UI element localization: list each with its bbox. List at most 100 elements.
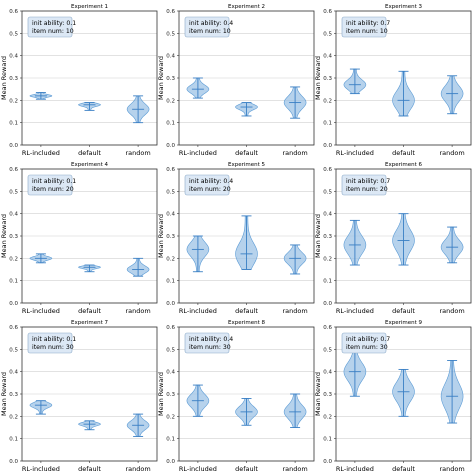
subplot-title: Experiment 5 bbox=[228, 162, 266, 168]
y-tick-label: 0.2 bbox=[323, 414, 332, 420]
subplot-title: Experiment 4 bbox=[71, 162, 109, 168]
annotation-text: init ability: 0.1 bbox=[32, 20, 76, 27]
x-tick-label: default bbox=[235, 149, 258, 157]
x-tick-label: default bbox=[392, 465, 415, 473]
x-tick-label: default bbox=[78, 465, 101, 473]
subplot-title: Experiment 1 bbox=[71, 4, 108, 10]
y-tick-label: 0.0 bbox=[166, 143, 175, 149]
y-tick-label: 0.4 bbox=[9, 212, 18, 218]
y-axis-label: Mean Reward bbox=[314, 56, 322, 100]
subplot-8: Experiment 8 0.0 0.1 0.2 0.3 0.4 0.5 0.6 Mean Re… bbox=[157, 320, 315, 473]
x-tick-label: RL-included bbox=[22, 149, 60, 157]
annotation-box bbox=[184, 174, 230, 196]
y-tick-label: 0.3 bbox=[9, 234, 18, 240]
y-tick-label: 0.3 bbox=[166, 234, 175, 240]
y-tick-label: 0.5 bbox=[9, 189, 18, 195]
annotation-text: item num: 30 bbox=[32, 344, 74, 351]
y-axis-label: Mean Reward bbox=[0, 56, 8, 100]
x-tick-label: random bbox=[439, 465, 464, 473]
annotation-text: init ability: 0.7 bbox=[346, 20, 390, 27]
x-tick-label: default bbox=[78, 307, 101, 315]
y-tick-label: 0.2 bbox=[166, 98, 175, 104]
y-tick-label: 0.1 bbox=[323, 437, 332, 443]
y-tick-label: 0.6 bbox=[9, 167, 18, 173]
annotation-text: item num: 20 bbox=[32, 186, 74, 193]
y-tick-label: 0.1 bbox=[323, 121, 332, 127]
annotation-text: item num: 10 bbox=[32, 28, 74, 35]
y-axis-label: Mean Reward bbox=[314, 214, 322, 258]
y-tick-label: 0.6 bbox=[9, 325, 18, 331]
y-axis-label: Mean Reward bbox=[314, 372, 322, 416]
subplot-4: Experiment 4 0.0 0.1 0.2 0.3 0.4 0.5 0.6 Mean Re… bbox=[0, 162, 158, 315]
y-tick-label: 0.1 bbox=[9, 121, 18, 127]
y-tick-label: 0.0 bbox=[323, 143, 332, 149]
subplot-1: Experiment 1 0.0 0.1 0.2 0.3 0.4 0.5 0.6 Mean Re… bbox=[0, 4, 158, 157]
x-tick-label: RL-included bbox=[22, 307, 60, 315]
annotation-text: init ability: 0.7 bbox=[346, 336, 390, 343]
annotation-text: init ability: 0.1 bbox=[32, 336, 76, 343]
y-tick-label: 0.4 bbox=[9, 54, 18, 60]
y-tick-label: 0.6 bbox=[166, 9, 175, 15]
y-tick-label: 0.5 bbox=[9, 347, 18, 353]
x-tick-label: random bbox=[282, 307, 307, 315]
y-tick-label: 0.1 bbox=[166, 121, 175, 127]
x-tick-label: default bbox=[235, 307, 258, 315]
y-tick-label: 0.1 bbox=[9, 279, 18, 285]
y-tick-label: 0.5 bbox=[323, 31, 332, 37]
annotation-box bbox=[341, 332, 387, 354]
subplot-title: Experiment 2 bbox=[228, 4, 265, 10]
y-tick-label: 0.6 bbox=[166, 325, 175, 331]
subplot-6: Experiment 6 0.0 0.1 0.2 0.3 0.4 0.5 0.6 Mean Re… bbox=[314, 162, 472, 315]
x-tick-label: random bbox=[125, 465, 150, 473]
y-tick-label: 0.4 bbox=[166, 212, 175, 218]
subplot-2: Experiment 2 0.0 0.1 0.2 0.3 0.4 0.5 0.6 Mean Re… bbox=[157, 4, 315, 157]
annotation-text: init ability: 0.1 bbox=[32, 178, 76, 185]
y-tick-label: 0.0 bbox=[323, 301, 332, 307]
y-axis-label: Mean Reward bbox=[0, 372, 8, 416]
y-tick-label: 0.1 bbox=[166, 279, 175, 285]
subplot-title: Experiment 3 bbox=[385, 4, 423, 10]
y-tick-label: 0.0 bbox=[166, 301, 175, 307]
x-tick-label: RL-included bbox=[336, 465, 374, 473]
y-tick-label: 0.5 bbox=[166, 31, 175, 37]
subplot-title: Experiment 6 bbox=[385, 162, 423, 168]
y-tick-label: 0.2 bbox=[166, 414, 175, 420]
y-tick-label: 0.1 bbox=[166, 437, 175, 443]
y-tick-label: 0.2 bbox=[9, 414, 18, 420]
y-axis-label: Mean Reward bbox=[157, 372, 165, 416]
annotation-text: init ability: 0.4 bbox=[189, 178, 233, 185]
x-tick-label: RL-included bbox=[336, 307, 374, 315]
x-tick-label: default bbox=[78, 149, 101, 157]
y-tick-label: 0.4 bbox=[323, 370, 332, 376]
y-tick-label: 0.2 bbox=[166, 256, 175, 262]
annotation-box bbox=[27, 332, 73, 354]
annotation-box bbox=[341, 174, 387, 196]
annotation-text: item num: 30 bbox=[189, 344, 231, 351]
subplot-title: Experiment 8 bbox=[228, 320, 266, 326]
y-axis-label: Mean Reward bbox=[157, 214, 165, 258]
y-tick-label: 0.3 bbox=[9, 392, 18, 398]
y-tick-label: 0.6 bbox=[323, 167, 332, 173]
y-tick-label: 0.6 bbox=[166, 167, 175, 173]
x-tick-label: RL-included bbox=[179, 307, 217, 315]
y-tick-label: 0.2 bbox=[323, 256, 332, 262]
annotation-box bbox=[27, 174, 73, 196]
y-tick-label: 0.4 bbox=[323, 212, 332, 218]
annotation-text: item num: 30 bbox=[346, 344, 388, 351]
y-tick-label: 0.3 bbox=[323, 76, 332, 82]
y-tick-label: 0.3 bbox=[9, 76, 18, 82]
y-tick-label: 0.5 bbox=[166, 347, 175, 353]
y-tick-label: 0.3 bbox=[323, 234, 332, 240]
y-tick-label: 0.1 bbox=[323, 279, 332, 285]
y-tick-label: 0.3 bbox=[166, 76, 175, 82]
x-tick-label: default bbox=[235, 465, 258, 473]
y-tick-label: 0.2 bbox=[9, 256, 18, 262]
y-tick-label: 0.0 bbox=[9, 459, 18, 465]
annotation-box bbox=[184, 16, 230, 38]
x-tick-label: random bbox=[439, 149, 464, 157]
x-tick-label: RL-included bbox=[22, 465, 60, 473]
y-tick-label: 0.5 bbox=[166, 189, 175, 195]
y-tick-label: 0.1 bbox=[9, 437, 18, 443]
x-tick-label: random bbox=[439, 307, 464, 315]
subplot-5: Experiment 5 0.0 0.1 0.2 0.3 0.4 0.5 0.6 Mean Re… bbox=[157, 162, 315, 315]
